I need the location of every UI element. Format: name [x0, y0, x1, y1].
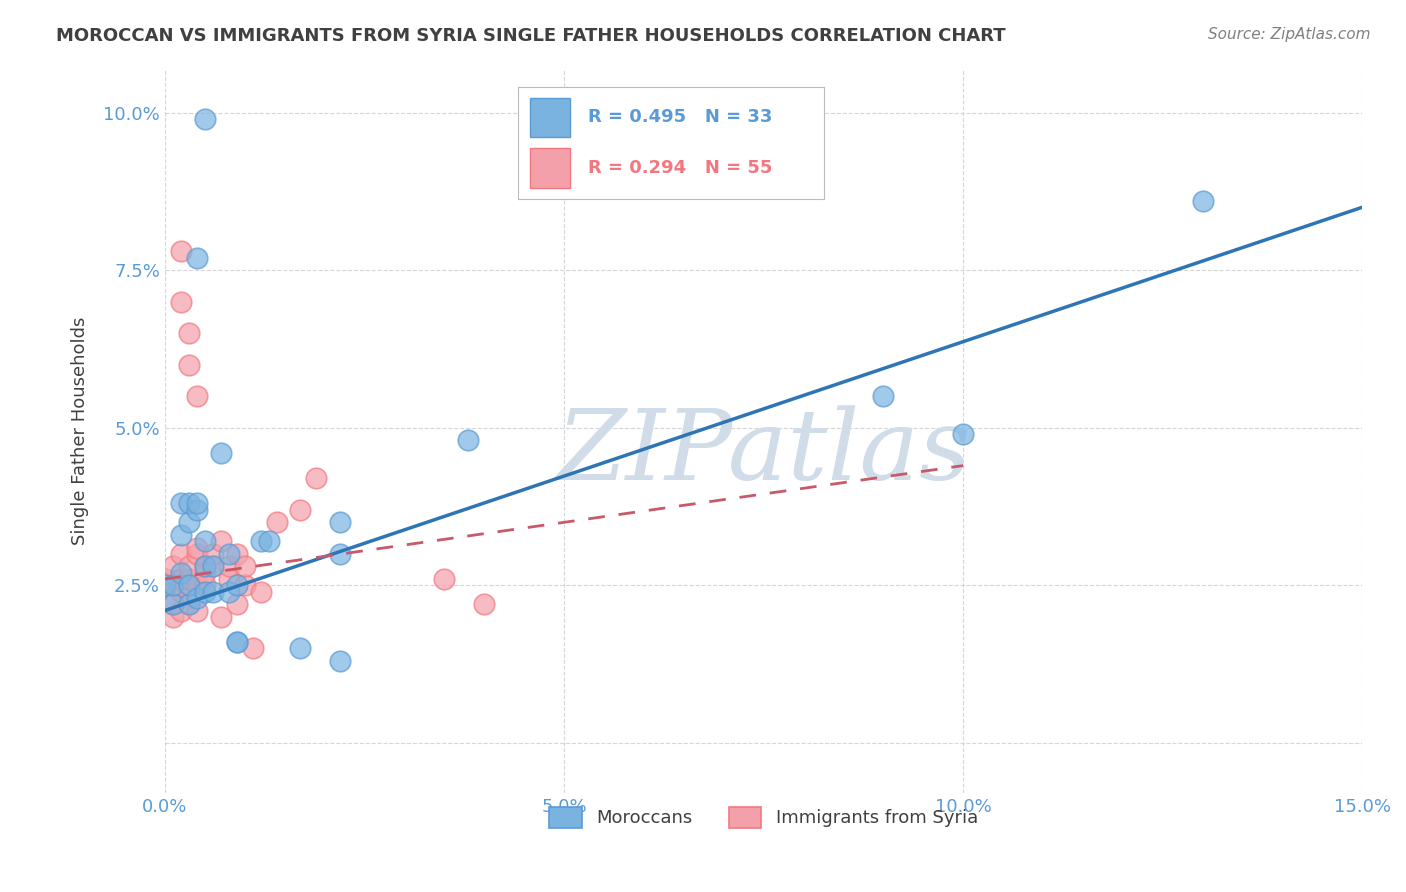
Point: [952, 427, 974, 442]
Point: [329, 547, 352, 561]
Point: [257, 534, 280, 549]
Point: [1191, 194, 1213, 208]
Point: [186, 591, 208, 605]
Point: [249, 534, 271, 549]
Point: [266, 516, 288, 530]
Point: [290, 641, 312, 656]
Point: [225, 635, 247, 649]
Point: [305, 471, 328, 485]
Point: [177, 516, 200, 530]
Point: [218, 572, 240, 586]
Point: [201, 559, 224, 574]
Point: [170, 584, 193, 599]
Point: [162, 597, 184, 611]
Point: [162, 597, 184, 611]
Point: [209, 534, 232, 549]
Point: [194, 559, 217, 574]
Point: [170, 566, 193, 580]
Point: [194, 559, 217, 574]
Y-axis label: Single Father Households: Single Father Households: [72, 317, 89, 545]
Text: ZIPatlas: ZIPatlas: [557, 405, 972, 500]
Point: [872, 389, 894, 403]
Point: [186, 389, 208, 403]
Point: [194, 584, 217, 599]
Point: [194, 112, 217, 126]
Point: [329, 654, 352, 668]
Point: [329, 516, 352, 530]
Point: [433, 572, 456, 586]
Point: [209, 610, 232, 624]
Point: [186, 541, 208, 555]
Point: [457, 434, 479, 448]
Point: [177, 559, 200, 574]
Point: [177, 597, 200, 611]
Point: [162, 559, 184, 574]
Point: [194, 578, 217, 592]
Point: [177, 578, 200, 592]
Point: [177, 496, 200, 510]
Point: [472, 597, 495, 611]
Point: [249, 584, 271, 599]
Point: [153, 572, 176, 586]
Point: [170, 294, 193, 309]
Text: MOROCCAN VS IMMIGRANTS FROM SYRIA SINGLE FATHER HOUSEHOLDS CORRELATION CHART: MOROCCAN VS IMMIGRANTS FROM SYRIA SINGLE…: [56, 27, 1005, 45]
Point: [201, 559, 224, 574]
Point: [186, 251, 208, 265]
Point: [177, 358, 200, 372]
Point: [153, 578, 176, 592]
Point: [233, 578, 256, 592]
Point: [177, 572, 200, 586]
Point: [201, 584, 224, 599]
Point: [209, 446, 232, 460]
Point: [170, 603, 193, 617]
Point: [170, 496, 193, 510]
Point: [194, 534, 217, 549]
Point: [162, 578, 184, 592]
Point: [177, 578, 200, 592]
Point: [170, 547, 193, 561]
Point: [162, 578, 184, 592]
Text: Source: ZipAtlas.com: Source: ZipAtlas.com: [1208, 27, 1371, 42]
Point: [218, 547, 240, 561]
Point: [170, 244, 193, 259]
Point: [225, 578, 247, 592]
Legend: Moroccans, Immigrants from Syria: Moroccans, Immigrants from Syria: [543, 800, 986, 835]
Point: [170, 528, 193, 542]
Point: [186, 603, 208, 617]
Point: [242, 641, 264, 656]
Point: [177, 597, 200, 611]
Point: [186, 502, 208, 516]
Point: [225, 547, 247, 561]
Point: [170, 578, 193, 592]
Point: [225, 635, 247, 649]
Point: [186, 496, 208, 510]
Point: [186, 578, 208, 592]
Point: [170, 572, 193, 586]
Point: [218, 584, 240, 599]
Point: [194, 566, 217, 580]
Point: [233, 559, 256, 574]
Point: [225, 597, 247, 611]
Point: [162, 610, 184, 624]
Point: [290, 502, 312, 516]
Point: [201, 547, 224, 561]
Point: [177, 326, 200, 341]
Point: [153, 578, 176, 592]
Point: [218, 559, 240, 574]
Point: [153, 578, 176, 592]
Point: [186, 547, 208, 561]
